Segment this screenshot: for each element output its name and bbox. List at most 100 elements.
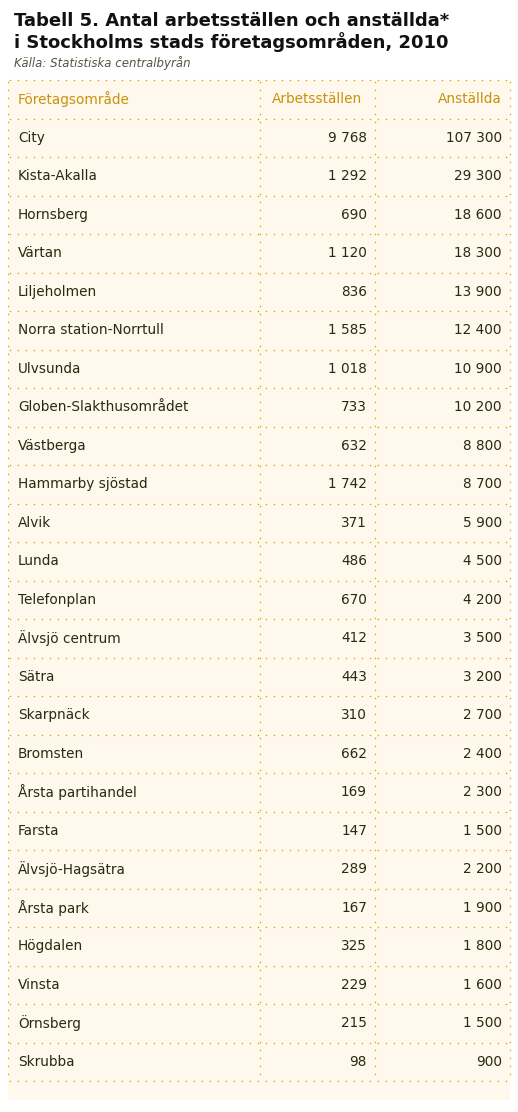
Point — [214, 726, 222, 744]
Point — [6, 340, 14, 358]
Point — [506, 1009, 514, 1026]
Point — [198, 340, 206, 358]
Point — [371, 1065, 379, 1083]
Point — [286, 456, 294, 474]
Point — [486, 456, 494, 474]
Text: Skrubba: Skrubba — [18, 1055, 75, 1069]
Point — [30, 264, 38, 281]
Point — [278, 726, 286, 744]
Point — [318, 533, 326, 550]
Point — [398, 919, 406, 936]
Point — [110, 148, 118, 166]
Point — [246, 841, 254, 858]
Point — [278, 110, 286, 128]
Point — [478, 880, 486, 897]
Point — [470, 148, 478, 166]
Point — [4, 801, 12, 818]
Point — [371, 577, 379, 595]
Point — [4, 465, 12, 483]
Point — [174, 572, 182, 589]
Point — [62, 264, 70, 281]
Point — [502, 71, 510, 89]
Point — [4, 274, 12, 291]
Point — [334, 340, 342, 358]
Point — [166, 340, 174, 358]
Point — [78, 456, 86, 474]
Point — [254, 148, 262, 166]
Point — [382, 340, 390, 358]
Point — [62, 71, 70, 89]
Point — [46, 302, 54, 320]
Point — [62, 610, 70, 628]
Point — [14, 495, 22, 513]
Point — [102, 225, 110, 242]
Point — [358, 225, 366, 242]
Point — [110, 764, 118, 782]
Point — [446, 803, 454, 821]
Point — [4, 937, 12, 955]
Point — [158, 919, 166, 936]
Point — [110, 956, 118, 974]
Point — [4, 497, 12, 515]
Point — [4, 857, 12, 875]
Point — [238, 1034, 246, 1052]
Point — [198, 302, 206, 320]
Point — [4, 705, 12, 723]
Point — [398, 687, 406, 705]
Point — [318, 340, 326, 358]
Point — [158, 1072, 166, 1090]
Point — [310, 71, 318, 89]
Point — [358, 841, 366, 858]
Point — [118, 919, 126, 936]
Point — [398, 1072, 406, 1090]
Point — [371, 761, 379, 778]
Point — [166, 71, 174, 89]
Point — [182, 110, 190, 128]
Point — [118, 1034, 126, 1052]
Point — [230, 340, 238, 358]
Point — [278, 610, 286, 628]
Point — [256, 274, 264, 291]
Point — [478, 610, 486, 628]
Point — [278, 648, 286, 666]
Point — [310, 340, 318, 358]
Point — [506, 1058, 514, 1075]
Point — [4, 529, 12, 547]
Point — [374, 919, 382, 936]
Point — [6, 187, 14, 205]
Point — [4, 433, 12, 450]
Point — [46, 495, 54, 513]
Point — [150, 110, 158, 128]
Point — [158, 264, 166, 281]
Point — [150, 340, 158, 358]
Point — [86, 995, 94, 1013]
Point — [206, 841, 214, 858]
Point — [4, 753, 12, 771]
Point — [438, 225, 446, 242]
Point — [371, 553, 379, 570]
Point — [246, 726, 254, 744]
Point — [286, 687, 294, 705]
Point — [62, 1072, 70, 1090]
Point — [134, 648, 142, 666]
Point — [94, 648, 102, 666]
Point — [62, 880, 70, 897]
Point — [318, 379, 326, 397]
Point — [110, 841, 118, 858]
Point — [371, 930, 379, 947]
Point — [506, 873, 514, 891]
Point — [398, 995, 406, 1013]
Text: 107 300: 107 300 — [446, 131, 502, 145]
Point — [506, 81, 514, 99]
Point — [22, 71, 30, 89]
Point — [214, 648, 222, 666]
Text: 1 292: 1 292 — [328, 169, 367, 183]
Point — [256, 473, 264, 490]
Point — [94, 1034, 102, 1052]
Point — [4, 522, 12, 539]
Point — [462, 648, 470, 666]
Point — [118, 995, 126, 1013]
Point — [371, 850, 379, 867]
Point — [371, 145, 379, 162]
Point — [470, 110, 478, 128]
